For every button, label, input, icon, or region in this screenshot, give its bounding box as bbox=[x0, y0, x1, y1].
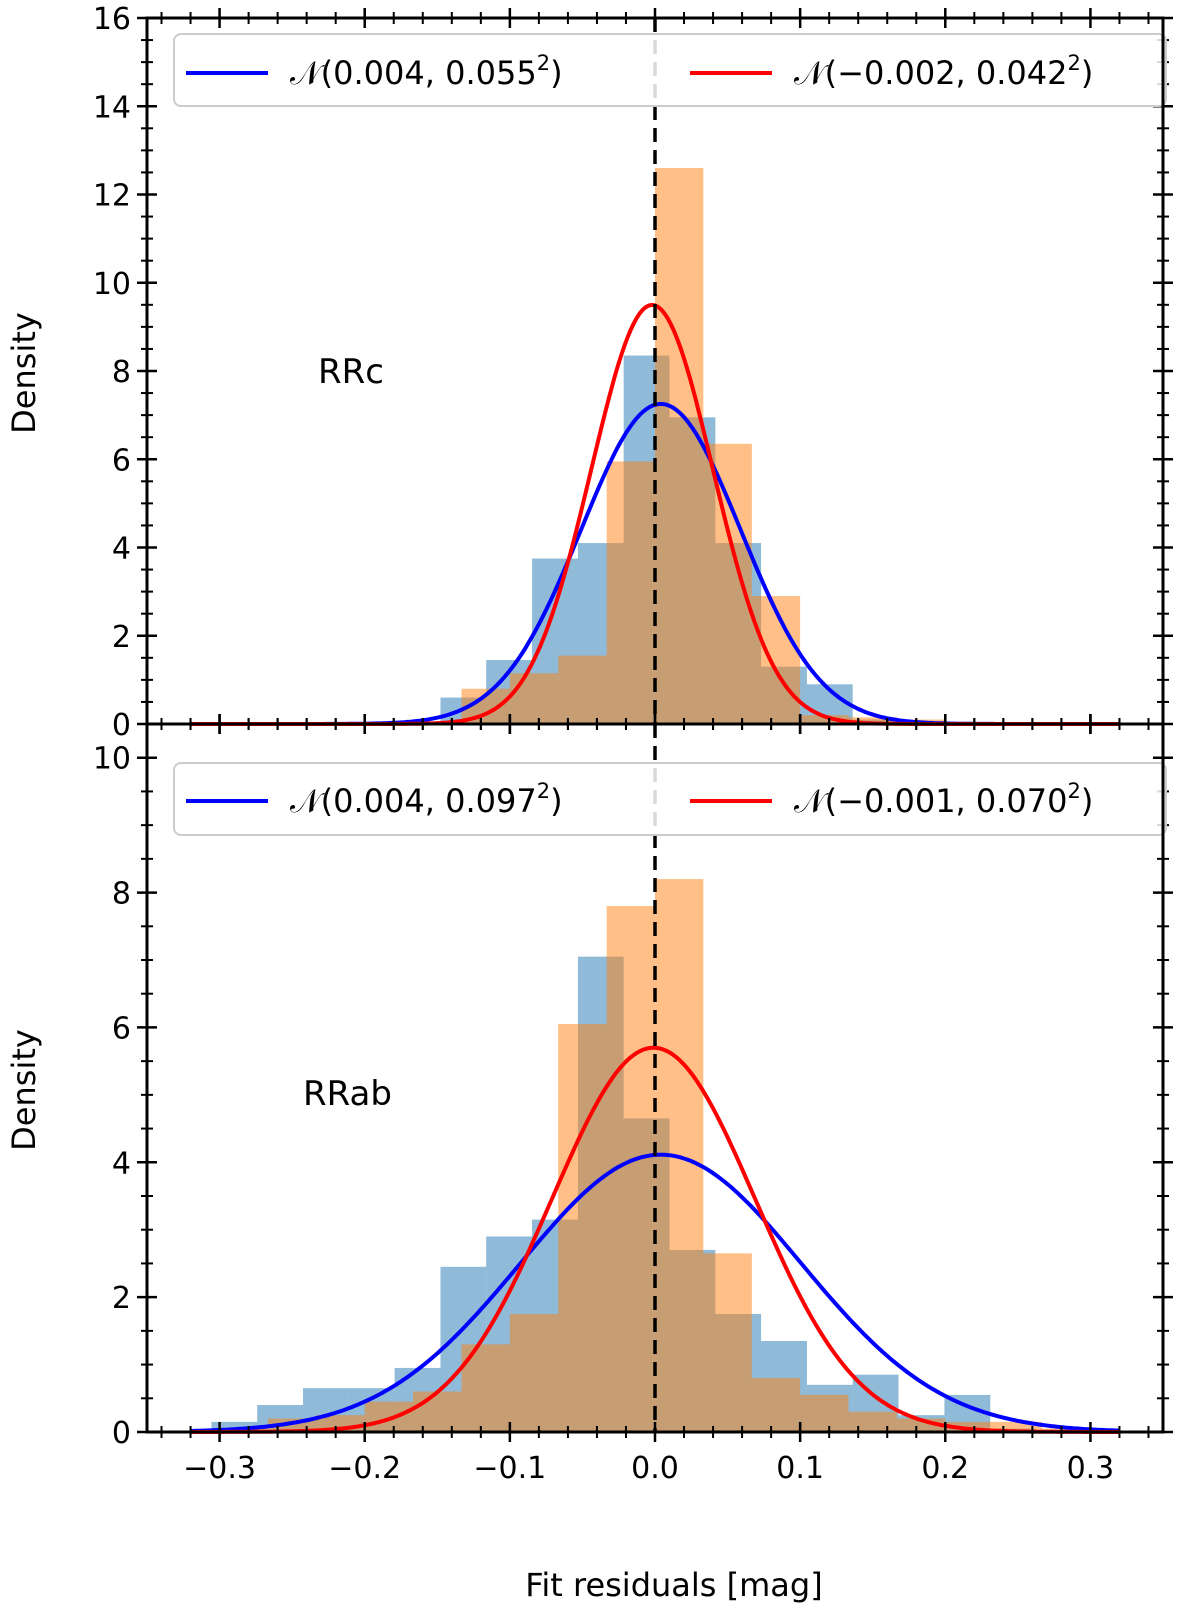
hist-bar-rrab bbox=[703, 1253, 752, 1432]
hist-bar-rrab bbox=[751, 1378, 801, 1432]
panel-top-rrc: RRc 0 2 4 6 8 10 12 14 16 Density 𝒩(0.004, 0.055… bbox=[5, 2, 1173, 743]
histogram-orange-rrc bbox=[219, 168, 994, 724]
legend-label-blue-rrab: 𝒩(0.004, 0.0972) bbox=[290, 779, 563, 820]
x-tick-label: 0.1 bbox=[776, 1451, 824, 1486]
hist-bar-rrc bbox=[558, 655, 607, 724]
y-tick-label: 4 bbox=[112, 532, 131, 567]
legend-label-red-rrab: 𝒩(−0.001, 0.0702) bbox=[794, 779, 1093, 820]
y-tick-label: 8 bbox=[112, 877, 131, 912]
hist-bar-rrab bbox=[993, 1421, 1043, 1432]
y-axis-label-rrab: Density bbox=[5, 1029, 43, 1151]
gaussian-curve-red-rrab bbox=[190, 1045, 1120, 1434]
x-tick-label: −0.3 bbox=[183, 1451, 256, 1486]
y-ticks-rrab: 0 2 4 6 8 10 bbox=[93, 723, 1173, 1451]
y-tick-label: 6 bbox=[112, 443, 131, 478]
legend-box-rrab bbox=[173, 762, 1167, 836]
hist-bar-rrab bbox=[364, 1401, 414, 1432]
legend-rrc: 𝒩(0.004, 0.0552) 𝒩(−0.002, 0.0422) bbox=[173, 33, 1167, 107]
hist-bar-rrc bbox=[606, 461, 655, 724]
legend-box-rrc bbox=[173, 33, 1167, 107]
y-tick-label: 10 bbox=[93, 267, 131, 302]
hist-bar-rrc bbox=[509, 673, 559, 724]
histogram-orange-rrab bbox=[219, 879, 1091, 1432]
hist-bar-rrc bbox=[848, 717, 897, 724]
y-tick-label: 12 bbox=[93, 179, 131, 214]
hist-bar-rrab bbox=[413, 1391, 462, 1432]
panel-bottom-rrab: RRab 0 2 4 6 8 10 −0.3 −0.2 −0.1 0.0 0.1 0.2 0.3 De… bbox=[5, 714, 1173, 1604]
y-tick-label: 4 bbox=[112, 1146, 131, 1181]
hist-bar-rrc bbox=[751, 596, 801, 724]
hist-bar-rrab bbox=[945, 1421, 994, 1432]
hist-bar-rrc bbox=[703, 443, 752, 724]
x-tick-label: 0.3 bbox=[1067, 1451, 1115, 1486]
y-tick-label: 14 bbox=[93, 90, 131, 125]
y-tick-label: 2 bbox=[112, 1281, 131, 1316]
x-axis-label: Fit residuals [mag] bbox=[525, 1566, 822, 1604]
hist-bar-rrab bbox=[800, 1394, 849, 1432]
legend-label-blue-rrc: 𝒩(0.004, 0.0552) bbox=[290, 51, 563, 92]
y-tick-label: 6 bbox=[112, 1011, 131, 1046]
x-tick-label: −0.2 bbox=[328, 1451, 401, 1486]
x-tick-label: −0.1 bbox=[473, 1451, 546, 1486]
legend-rrab: 𝒩(0.004, 0.0972) 𝒩(−0.001, 0.0702) bbox=[173, 762, 1167, 836]
hist-bar-rrab bbox=[211, 1421, 258, 1432]
y-tick-label: 2 bbox=[112, 620, 131, 655]
y-tick-label: 0 bbox=[112, 1416, 131, 1451]
y-axis-label-rrc: Density bbox=[5, 312, 43, 434]
x-tick-label: 0.2 bbox=[921, 1451, 969, 1486]
axes-frame-rrab bbox=[145, 722, 1165, 1434]
x-tick-label: 0.0 bbox=[631, 1451, 679, 1486]
y-tick-label: 10 bbox=[93, 742, 131, 777]
annotation-rrc: RRc bbox=[318, 352, 384, 392]
hist-bar-rrc bbox=[800, 715, 849, 724]
hist-bar-rrab bbox=[848, 1411, 897, 1432]
y-tick-label: 16 bbox=[93, 2, 131, 37]
hist-bar-rrab bbox=[558, 1024, 607, 1432]
legend-label-red-rrc: 𝒩(−0.002, 0.0422) bbox=[794, 51, 1093, 92]
y-tick-label: 0 bbox=[112, 708, 131, 743]
y-tick-label: 8 bbox=[112, 355, 131, 390]
annotation-rrab: RRab bbox=[303, 1074, 392, 1114]
hist-bar-rrc bbox=[655, 168, 704, 724]
hist-bar-rrab bbox=[509, 1314, 559, 1432]
